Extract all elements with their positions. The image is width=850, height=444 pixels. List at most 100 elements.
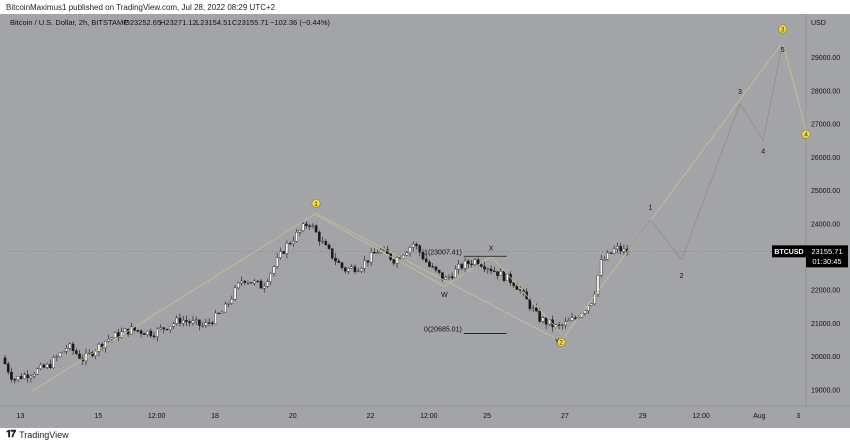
y-tick-label: 20000.00 xyxy=(811,354,840,361)
btcusd-chart[interactable]: Bitcoin / U.S. Dollar, 2h, BITSTAMPO2325… xyxy=(0,14,850,428)
candle-body xyxy=(259,280,263,289)
candle xyxy=(337,258,341,263)
candle xyxy=(19,372,23,380)
candle xyxy=(535,303,538,313)
candle xyxy=(198,319,201,331)
candle xyxy=(45,362,49,370)
candle xyxy=(224,301,227,313)
candle xyxy=(460,262,464,271)
candle xyxy=(262,282,266,293)
candle xyxy=(204,318,208,328)
candle xyxy=(49,359,52,369)
candle xyxy=(162,327,166,334)
candle-body xyxy=(470,263,473,265)
candle xyxy=(188,319,191,327)
candle-body xyxy=(292,240,295,244)
candle xyxy=(599,254,603,278)
candle-body xyxy=(288,243,292,245)
candle-body xyxy=(285,243,289,254)
candle xyxy=(78,350,81,360)
candle xyxy=(373,247,376,254)
candle-body xyxy=(596,275,600,295)
candle xyxy=(392,258,396,266)
candle-body xyxy=(139,330,143,334)
candle xyxy=(593,291,597,306)
candle xyxy=(583,309,587,316)
candle xyxy=(146,330,149,337)
candle-body xyxy=(168,326,172,331)
candle-body xyxy=(612,248,616,254)
candle xyxy=(55,354,59,362)
candle-body xyxy=(483,266,486,270)
candle xyxy=(243,280,247,285)
candle xyxy=(249,282,253,284)
candle xyxy=(13,378,17,384)
candle xyxy=(473,257,477,268)
candle-body xyxy=(123,328,127,333)
candle xyxy=(324,239,328,246)
candle-body xyxy=(541,317,545,322)
candle-body xyxy=(71,343,75,351)
symbol-legend: Bitcoin / U.S. Dollar, 2h, BITSTAMPO2325… xyxy=(10,18,331,27)
candle xyxy=(492,266,496,273)
last-price-label: 23155.71 xyxy=(811,247,842,256)
candle-body xyxy=(489,268,493,272)
candle xyxy=(496,271,499,280)
wave-label-circle xyxy=(778,24,788,34)
candle xyxy=(10,367,13,383)
candle-body xyxy=(36,368,39,375)
candle xyxy=(227,302,230,308)
candle-body xyxy=(29,375,33,379)
candle xyxy=(71,341,75,355)
candle xyxy=(499,268,503,276)
candle-body xyxy=(159,327,162,330)
candle xyxy=(259,279,263,289)
x-tick-label: 3 xyxy=(796,413,800,420)
candle xyxy=(181,315,185,327)
wave-label: X xyxy=(489,246,494,253)
candle xyxy=(107,334,110,345)
candle-body xyxy=(194,319,198,321)
candle xyxy=(444,275,447,280)
candle-body xyxy=(262,286,266,289)
wave-label: 1 xyxy=(649,205,653,212)
y-tick-label: 19000.00 xyxy=(811,387,840,394)
candle-body xyxy=(45,364,49,368)
candle-body xyxy=(366,260,370,263)
x-tick-label: Aug xyxy=(753,413,766,420)
candle-body xyxy=(16,376,20,380)
candle xyxy=(272,265,276,277)
footer-brand: 𝟏𝟕 TradingView xyxy=(6,429,69,440)
candle-body xyxy=(353,266,357,272)
candle-body xyxy=(191,320,195,324)
candle-body xyxy=(528,298,532,309)
candle xyxy=(486,267,490,274)
candle-body xyxy=(42,364,46,368)
candle-body xyxy=(97,343,101,352)
currency-label: USD xyxy=(811,20,826,27)
candle xyxy=(347,267,350,275)
candle xyxy=(515,283,519,290)
candle-body xyxy=(496,271,499,276)
candle xyxy=(450,272,454,280)
candle-body xyxy=(334,257,337,262)
candle-body xyxy=(181,320,185,324)
candle xyxy=(16,375,20,383)
candle xyxy=(39,362,42,370)
candle-body xyxy=(318,231,321,242)
candle-body xyxy=(266,281,269,287)
candle-body xyxy=(23,374,26,379)
candle xyxy=(596,274,600,298)
candle xyxy=(463,257,467,273)
price-tag-bg xyxy=(806,245,848,268)
candle-body xyxy=(311,225,315,227)
candle-body xyxy=(535,307,538,312)
candle-body xyxy=(113,332,117,338)
candle xyxy=(363,255,366,273)
y-tick-label: 29000.00 xyxy=(811,55,840,62)
candle xyxy=(113,331,117,338)
candle xyxy=(308,223,311,231)
candles xyxy=(3,220,629,384)
candle xyxy=(454,265,457,279)
candle xyxy=(334,253,337,266)
